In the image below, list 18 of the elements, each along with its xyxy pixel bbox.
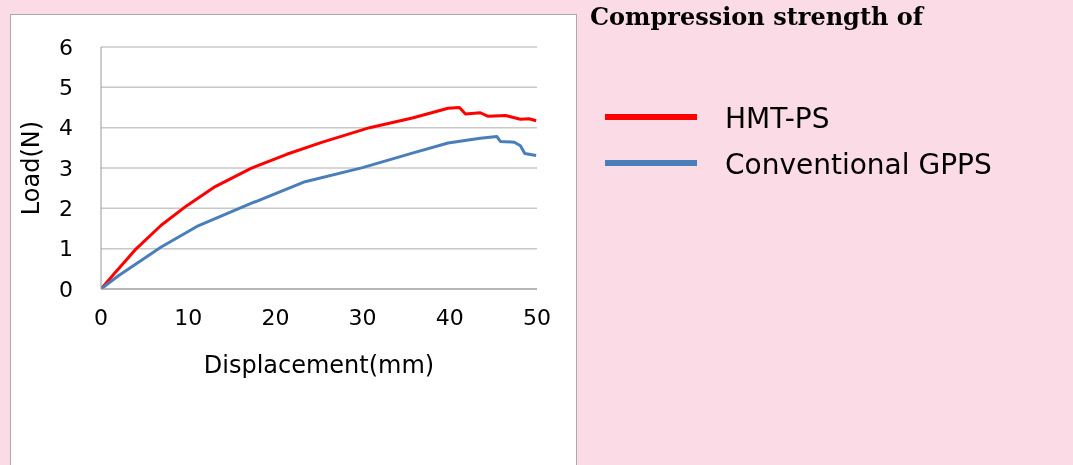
y-tick-label: 4 [59,115,73,141]
legend-label: Conventional GPPS [725,147,992,181]
x-tick-label: 10 [174,304,203,330]
y-axis-title: Load(N) [16,120,45,216]
x-tick-label: 40 [435,304,464,330]
x-tick-label: 20 [261,304,290,330]
legend-label: HMT-PS [725,101,830,135]
y-tick-label: 5 [59,75,73,101]
x-tick-label: 50 [523,304,551,330]
y-tick-label: 2 [59,196,73,222]
text: Compression strength of [590,2,924,31]
y-tick-label: 0 [59,276,73,302]
y-tick-label: 6 [59,34,73,60]
x-tick-label: 30 [348,304,377,330]
x-axis-title: Displacement(mm) [203,351,435,379]
y-tick-label: 3 [59,155,73,181]
y-tick-label: 1 [59,236,73,262]
x-tick-label: 0 [94,304,108,330]
